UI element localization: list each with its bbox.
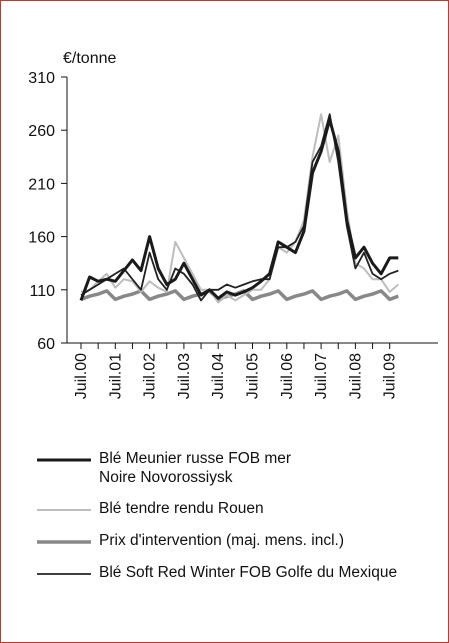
legend-item: Blé Soft Red Winter FOB Golfe du Mexique — [35, 563, 445, 583]
legend-swatch — [37, 573, 91, 575]
series-line — [79, 118, 399, 301]
x-tick-label: Juil.03 — [176, 353, 193, 399]
x-tick-label: Juil.00 — [73, 353, 90, 399]
x-tick-label: Juil.04 — [210, 353, 227, 399]
y-tick-label: 310 — [28, 70, 55, 87]
x-tick-label: Juil.01 — [107, 353, 124, 399]
y-tick-label: 210 — [28, 176, 55, 193]
x-tick-label: Juil.09 — [382, 353, 399, 399]
y-tick-label: 160 — [28, 230, 55, 247]
y-tick-label: 110 — [29, 283, 55, 300]
y-axis-label: €/tonne — [63, 50, 116, 67]
legend-label: Blé Meunier russe FOB mer Noire Novoross… — [99, 450, 292, 486]
legend-swatch — [37, 509, 91, 511]
x-tick-label: Juil.05 — [245, 353, 262, 399]
legend: Blé Meunier russe FOB mer Noire Novoross… — [35, 449, 445, 595]
x-tick-label: Juil.06 — [279, 353, 296, 399]
series-line — [80, 113, 399, 302]
y-tick-label: 260 — [28, 123, 55, 140]
legend-swatch — [37, 540, 91, 544]
y-tick-label: 60 — [37, 336, 55, 353]
x-tick-label: Juil.02 — [142, 353, 159, 399]
legend-item: Blé tendre rendu Rouen — [35, 499, 445, 519]
legend-swatch — [37, 458, 91, 462]
legend-label: Blé tendre rendu Rouen — [99, 500, 264, 517]
x-tick-label: Juil.08 — [347, 353, 364, 399]
legend-label: Prix d'intervention (maj. mens. incl.) — [99, 532, 345, 549]
legend-label: Blé Soft Red Winter FOB Golfe du Mexique — [99, 564, 398, 581]
legend-item: Blé Meunier russe FOB mer Noire Novoross… — [35, 449, 445, 487]
legend-item: Prix d'intervention (maj. mens. incl.) — [35, 531, 445, 551]
chart: €/tonne 60 110 160 210 260 310 Juil.00 Juil.01 J… — [28, 50, 438, 399]
x-tick-label: Juil.07 — [313, 353, 330, 399]
